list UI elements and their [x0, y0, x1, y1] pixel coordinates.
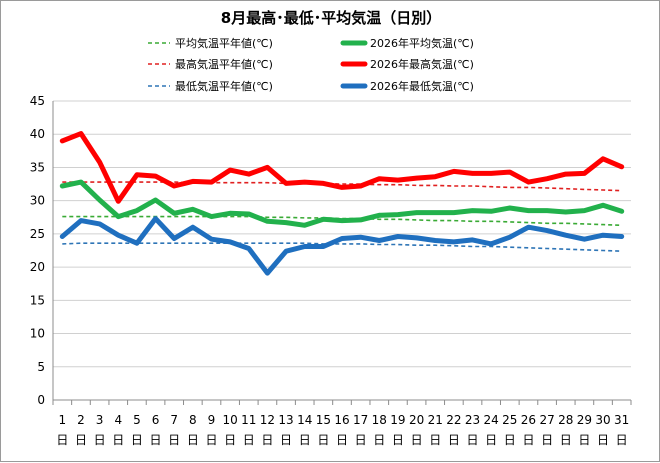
- x-tick-label-day: 21: [428, 413, 443, 427]
- series-line-5: [59, 216, 625, 276]
- x-tick-label-day: 8: [189, 413, 197, 427]
- x-tick-label-day: 20: [409, 413, 424, 427]
- x-tick-label-day: 22: [446, 413, 461, 427]
- x-tick-label-day: 26: [521, 413, 536, 427]
- x-tick-label-day: 10: [222, 413, 237, 427]
- x-tick-label-day: 6: [152, 413, 160, 427]
- x-tick-label-day: 31: [614, 413, 629, 427]
- x-tick-label-day: 12: [260, 413, 275, 427]
- x-tick-label-suffix: 日: [280, 433, 292, 447]
- y-tick-label: 30: [30, 194, 45, 208]
- x-tick-label-suffix: 日: [168, 433, 180, 447]
- x-tick-label-suffix: 日: [224, 433, 236, 447]
- y-axis-tick-labels: 0 5 10 15 20 25 30 35 40 45: [30, 94, 45, 407]
- x-tick-label-suffix: 日: [522, 433, 534, 447]
- legend-label-2: 最高気温平年値(℃): [175, 57, 273, 71]
- x-tick-label-day: 7: [170, 413, 178, 427]
- x-tick-label-day: 25: [502, 413, 517, 427]
- x-tick-label-day: 17: [353, 413, 368, 427]
- x-tick-label-suffix: 日: [597, 433, 609, 447]
- y-tick-label: 25: [30, 227, 45, 241]
- x-tick-label-day: 15: [316, 413, 331, 427]
- chart-title: 8月最高･最低･平均気温（日別）: [221, 9, 441, 27]
- x-tick-label-day: 27: [539, 413, 554, 427]
- y-tick-label: 5: [37, 360, 45, 374]
- series-line-4: [62, 242, 622, 252]
- y-tick-label: 35: [30, 160, 45, 174]
- x-tick-label-day: 18: [372, 413, 387, 427]
- x-tick-label-suffix: 日: [75, 433, 87, 447]
- x-tick-label-day: 23: [465, 413, 480, 427]
- x-tick-label-suffix: 日: [56, 433, 68, 447]
- legend-label-0: 平均気温平年値(℃): [175, 36, 273, 50]
- axes: [52, 101, 631, 401]
- legend-label-3: 2026年最高気温(℃): [370, 57, 474, 71]
- x-tick-label-day: 9: [208, 413, 216, 427]
- x-tick-label-suffix: 日: [317, 433, 329, 447]
- series-line-2: [62, 181, 622, 192]
- x-tick-label-day: 3: [96, 413, 104, 427]
- y-tick-label: 40: [30, 127, 45, 141]
- x-tick-label-suffix: 日: [541, 433, 553, 447]
- y-tick-label: 0: [37, 393, 45, 407]
- x-tick-label-day: 24: [484, 413, 499, 427]
- legend-label-1: 2026年平均気温(℃): [370, 36, 474, 50]
- x-tick-label-suffix: 日: [616, 433, 628, 447]
- x-tick-label-day: 16: [334, 413, 349, 427]
- legend-label-4: 最低気温平年値(℃): [175, 79, 273, 93]
- x-tick-label-day: 29: [577, 413, 592, 427]
- x-tick-label-suffix: 日: [411, 433, 423, 447]
- legend-label-5: 2026年最低気温(℃): [370, 79, 474, 93]
- x-tick-label-day: 28: [558, 413, 573, 427]
- y-tick-label: 10: [30, 327, 45, 341]
- x-tick-label-day: 14: [297, 413, 312, 427]
- x-tick-label-day: 30: [595, 413, 610, 427]
- x-tick-label-day: 13: [278, 413, 293, 427]
- x-tick-label-suffix: 日: [578, 433, 590, 447]
- x-tick-label-suffix: 日: [392, 433, 404, 447]
- y-tick-label: 45: [30, 94, 45, 108]
- x-tick-label-suffix: 日: [131, 433, 143, 447]
- x-tick-label-suffix: 日: [355, 433, 367, 447]
- gridlines: [53, 100, 631, 368]
- x-tick-label-suffix: 日: [299, 433, 311, 447]
- x-tick-label-day: 19: [390, 413, 405, 427]
- series-line-1: [59, 179, 625, 228]
- x-tick-label-suffix: 日: [243, 433, 255, 447]
- y-tick-label: 15: [30, 293, 45, 307]
- series-line-3: [59, 131, 625, 204]
- x-tick-label-suffix: 日: [429, 433, 441, 447]
- x-tick-label-suffix: 日: [150, 433, 162, 447]
- x-tick-label-day: 2: [77, 413, 85, 427]
- y-tick-label: 20: [30, 260, 45, 274]
- x-tick-label-suffix: 日: [504, 433, 516, 447]
- x-tick-label-suffix: 日: [261, 433, 273, 447]
- legend: 平均気温平年値(℃) 2026年平均気温(℃) 最高気温平年値(℃) 2026年最高気…: [148, 36, 474, 93]
- x-tick-label-suffix: 日: [94, 433, 106, 447]
- x-axis-tick-labels: 1日2日3日4日5日6日7日8日9日10日11日12日13日14日15日16日1…: [52, 400, 632, 447]
- x-tick-label-suffix: 日: [560, 433, 572, 447]
- x-tick-label-day: 1: [59, 413, 67, 427]
- x-tick-label-suffix: 日: [336, 433, 348, 447]
- x-tick-label-suffix: 日: [187, 433, 199, 447]
- x-tick-label-suffix: 日: [112, 433, 124, 447]
- series-lines: [59, 131, 625, 276]
- x-tick-label-day: 11: [241, 413, 256, 427]
- x-tick-label-suffix: 日: [467, 433, 479, 447]
- x-tick-label-suffix: 日: [373, 433, 385, 447]
- x-tick-label-day: 4: [114, 413, 122, 427]
- x-tick-label-suffix: 日: [485, 433, 497, 447]
- x-tick-label-suffix: 日: [205, 433, 217, 447]
- x-tick-label-suffix: 日: [448, 433, 460, 447]
- x-tick-label-day: 5: [133, 413, 141, 427]
